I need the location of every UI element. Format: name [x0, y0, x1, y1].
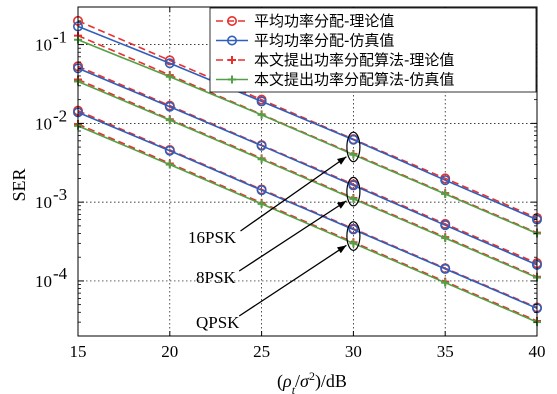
data-point	[348, 224, 359, 235]
data-point	[440, 263, 451, 274]
annotation-label: 16PSK	[188, 228, 237, 247]
x-tick-label: 25	[253, 342, 270, 361]
plot-frame	[77, 6, 538, 337]
series-16psk-1	[73, 21, 542, 225]
x-tick-label: 30	[345, 342, 362, 361]
annotation-label: QPSK	[196, 313, 240, 332]
y-tick-label: 10	[35, 114, 52, 133]
legend-box	[209, 7, 537, 93]
data-point	[440, 175, 451, 186]
legend-label: 本文提出功率分配算法-理论值	[254, 51, 454, 69]
data-point	[165, 116, 174, 125]
data-point	[256, 96, 267, 107]
data-point	[440, 220, 451, 231]
series-8psk-5	[73, 63, 542, 270]
legend-label: 本文提出功率分配算法-仿真值	[254, 71, 454, 89]
series-lines	[73, 15, 542, 327]
data-point	[257, 199, 266, 208]
data-point	[349, 150, 358, 159]
series-line	[77, 111, 538, 310]
data-point	[256, 140, 267, 151]
y-tick-label: 10	[35, 272, 52, 291]
y-tick-exponent: -4	[53, 264, 68, 283]
data-point	[441, 189, 450, 198]
data-point	[441, 278, 450, 287]
legend-label: 平均功率分配-仿真值	[254, 32, 394, 50]
series-qpsk-9	[73, 107, 542, 314]
series-line	[77, 34, 538, 234]
series-line	[77, 109, 538, 309]
series-line	[77, 25, 538, 221]
legend-marker	[227, 15, 238, 26]
arrow-head	[337, 156, 347, 165]
series-line	[77, 39, 538, 235]
legend-marker	[228, 56, 236, 64]
data-point	[165, 72, 174, 81]
series-line	[77, 67, 538, 266]
data-point	[256, 185, 267, 196]
data-point	[164, 145, 175, 156]
annotation-arrow	[240, 156, 347, 232]
data-point	[349, 239, 358, 248]
annotation-label: 8PSK	[196, 268, 236, 287]
series-line	[77, 80, 538, 279]
legend-entry: 平均功率分配-理论值	[216, 12, 394, 30]
series-line	[77, 78, 538, 278]
group-ellipse	[346, 221, 361, 251]
group-ellipse	[346, 176, 361, 207]
annotation-arrow	[238, 200, 347, 272]
legend-marker	[228, 75, 236, 84]
series-line	[77, 123, 538, 322]
arrow-head	[336, 245, 347, 254]
y-axis-title: SER	[9, 168, 29, 201]
annotations: 16PSK 8PSK QPSK	[188, 131, 361, 332]
data-point	[257, 110, 266, 119]
x-axis-title: (ρt/σ2)/dB	[277, 369, 347, 394]
data-point	[441, 234, 450, 243]
x-tick-label: 40	[529, 342, 546, 361]
x-tick-label: 15	[70, 342, 87, 361]
data-point	[349, 194, 358, 203]
group-ellipse	[346, 131, 361, 163]
series-line	[77, 65, 538, 264]
data-point	[164, 58, 175, 69]
legend-entry: 本文提出功率分配算法-仿真值	[216, 71, 454, 89]
series-line	[77, 20, 538, 219]
y-tick-exponent: -1	[53, 28, 67, 47]
arrow-head	[336, 200, 347, 209]
annotation-arrow	[238, 244, 347, 317]
legend-marker	[227, 35, 238, 46]
data-point	[165, 160, 174, 169]
data-point	[164, 55, 175, 66]
y-tick-label: 10	[35, 193, 52, 212]
legend-entry: 平均功率分配-仿真值	[216, 32, 394, 50]
x-tick-label: 20	[161, 342, 178, 361]
x-tick-label: 35	[437, 342, 454, 361]
legend-entry: 本文提出功率分配算法-理论值	[216, 51, 454, 69]
data-point	[348, 180, 359, 191]
y-tick-label: 10	[35, 36, 52, 55]
series-line	[77, 125, 538, 323]
data-point	[164, 101, 175, 112]
data-point	[348, 134, 359, 145]
y-tick-exponent: -3	[53, 185, 67, 204]
y-tick-exponent: -2	[53, 106, 67, 125]
legend: 平均功率分配-理论值平均功率分配-仿真值本文提出功率分配算法-理论值本文提出功率…	[209, 7, 537, 93]
legend-label: 平均功率分配-理论值	[254, 12, 394, 30]
data-point	[257, 155, 266, 164]
